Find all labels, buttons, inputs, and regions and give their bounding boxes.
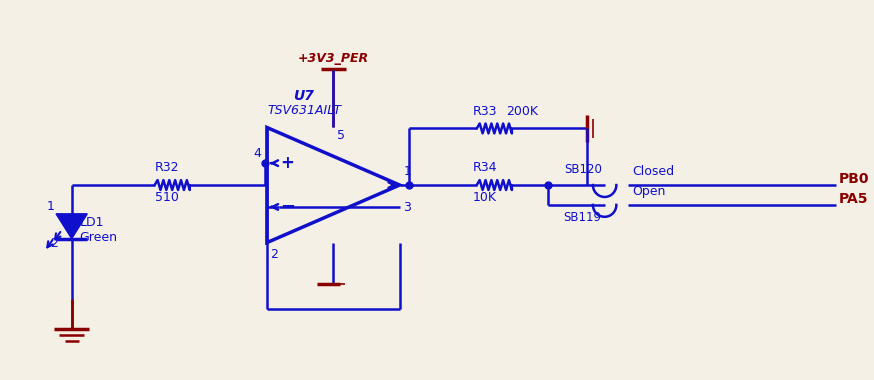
Text: +3V3_PER: +3V3_PER	[298, 52, 369, 65]
Polygon shape	[56, 214, 87, 239]
Text: 4: 4	[253, 147, 261, 160]
Text: 2: 2	[270, 249, 278, 261]
Text: SB119: SB119	[564, 211, 601, 224]
Text: PA5: PA5	[839, 192, 869, 206]
Text: R33: R33	[472, 105, 496, 117]
Text: 1: 1	[46, 200, 54, 213]
Text: 2: 2	[50, 237, 58, 250]
Text: 1: 1	[404, 165, 412, 178]
Text: U7: U7	[294, 89, 315, 103]
Text: R32: R32	[155, 161, 179, 174]
Text: Open: Open	[632, 185, 665, 198]
Text: −: −	[281, 198, 295, 216]
Text: TSV631AILT: TSV631AILT	[267, 104, 341, 117]
Text: 200K: 200K	[506, 105, 538, 117]
Text: 510: 510	[156, 191, 179, 204]
Text: LD1: LD1	[80, 216, 104, 229]
Text: R34: R34	[472, 161, 496, 174]
Text: 10K: 10K	[473, 191, 496, 204]
Text: 5: 5	[337, 129, 345, 142]
Text: 3: 3	[404, 201, 412, 214]
Text: PB0: PB0	[839, 172, 870, 186]
Text: Green: Green	[80, 231, 117, 244]
Text: +: +	[281, 154, 295, 172]
Text: Closed: Closed	[632, 165, 674, 178]
Text: SB120: SB120	[564, 163, 601, 176]
